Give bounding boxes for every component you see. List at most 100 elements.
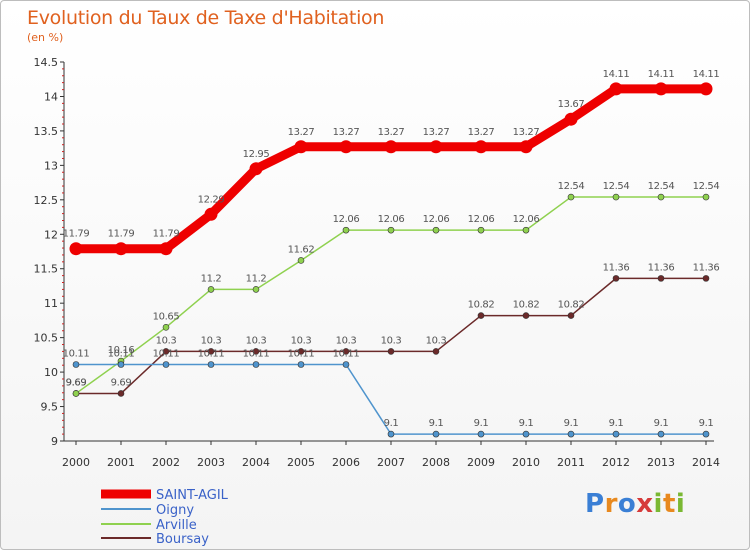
data-point: [342, 361, 350, 368]
data-label: 10.16: [108, 345, 135, 356]
data-point: [387, 226, 395, 234]
x-tick-label: 2004: [242, 456, 270, 469]
logo-letter: i: [653, 489, 663, 519]
data-point: [699, 82, 713, 96]
data-label: 11.79: [153, 229, 180, 240]
data-point: [294, 140, 308, 154]
data-point: [609, 82, 623, 96]
data-point: [159, 242, 173, 256]
data-label: 12.06: [423, 214, 450, 225]
data-point: [117, 361, 125, 368]
data-point: [612, 193, 620, 201]
data-point: [657, 275, 665, 282]
proxiti-logo: Proxiti: [585, 489, 685, 519]
data-label: 14.11: [603, 69, 630, 80]
data-point: [477, 226, 485, 234]
data-point: [207, 348, 215, 355]
data-point: [429, 140, 443, 154]
data-label: 10.3: [156, 335, 177, 346]
data-label: 10.11: [63, 349, 90, 360]
y-tick-label: 12: [44, 228, 58, 241]
data-label: 12.54: [693, 181, 720, 192]
data-point: [477, 312, 485, 319]
data-label: 10.11: [333, 349, 360, 360]
data-point: [522, 226, 530, 234]
y-tick-label: 12.5: [34, 194, 59, 207]
data-label: 10.11: [153, 349, 180, 360]
data-label: 10.82: [513, 300, 540, 311]
x-tick-label: 2010: [512, 456, 540, 469]
data-point: [342, 348, 350, 355]
data-label: 10.3: [246, 335, 267, 346]
data-point: [567, 312, 575, 319]
data-label: 12.06: [333, 214, 360, 225]
data-label: 9.1: [519, 418, 534, 429]
data-label: 9.1: [564, 418, 579, 429]
y-tick-label: 9: [51, 435, 58, 448]
x-tick-label: 2005: [287, 456, 315, 469]
chart-axes: 9 9.5 10 10.5 11 11.5 12 12.5 13 13.5 14 14.5 2000 20…: [34, 56, 721, 469]
data-point: [162, 348, 170, 355]
data-point: [612, 275, 620, 282]
data-point: [342, 226, 350, 234]
data-point: [162, 361, 170, 368]
x-tick-label: 2008: [422, 456, 450, 469]
data-label: 14.11: [648, 69, 675, 80]
legend-label: Arville: [156, 518, 197, 533]
data-label: 10.3: [291, 335, 312, 346]
logo-letter: t: [662, 489, 676, 519]
data-label: 12.06: [513, 214, 540, 225]
logo-letter: i: [675, 489, 686, 519]
data-label: 9.1: [609, 418, 624, 429]
data-point: [207, 361, 215, 368]
series-lines: [69, 82, 713, 438]
data-label: 10.11: [198, 349, 225, 360]
data-label: 14.11: [693, 69, 720, 80]
data-point: [207, 286, 215, 293]
data-point: [612, 430, 620, 438]
data-label: 11.2: [201, 273, 222, 284]
data-point: [252, 348, 260, 355]
logo-letter: x: [636, 489, 654, 519]
data-label: 10.82: [468, 300, 495, 311]
data-label: 12.54: [648, 181, 675, 192]
chart-subtitle: (en %): [27, 31, 64, 44]
y-tick-label: 11: [44, 297, 58, 310]
data-label: 9.1: [384, 418, 399, 429]
y-tick-label: 14: [44, 90, 58, 103]
data-point: [432, 348, 440, 355]
data-point: [72, 390, 80, 397]
data-label: 12.54: [603, 181, 630, 192]
x-tick-label: 2000: [62, 456, 90, 469]
x-tick-label: 2011: [557, 456, 585, 469]
data-point: [567, 430, 575, 438]
data-label: 11.2: [246, 273, 267, 284]
data-point: [72, 361, 80, 368]
data-point: [657, 193, 665, 201]
data-label: 11.36: [693, 262, 720, 273]
x-tick-label: 2002: [152, 456, 180, 469]
data-point: [702, 193, 710, 201]
data-label: 9.1: [654, 418, 669, 429]
data-label: 13.27: [468, 127, 495, 138]
data-label: 10.3: [336, 335, 357, 346]
data-label: 13.27: [378, 127, 405, 138]
data-point: [702, 275, 710, 282]
x-tick-label: 2007: [377, 456, 405, 469]
data-label: 13.27: [333, 127, 360, 138]
data-label: 9.69: [66, 377, 87, 388]
data-label: 13.27: [423, 127, 450, 138]
y-tick-label: 11.5: [34, 263, 59, 276]
data-point: [297, 348, 305, 355]
y-tick-label: 14.5: [34, 56, 59, 69]
data-label: 11.79: [108, 229, 135, 240]
data-point: [252, 361, 260, 368]
data-label: 11.79: [63, 229, 90, 240]
chart-title: Evolution du Taux de Taxe d'Habitation: [27, 7, 385, 29]
data-point: [654, 82, 668, 96]
data-label: 9.1: [429, 418, 444, 429]
data-label: 10.3: [426, 335, 447, 346]
y-tick-label: 10.5: [34, 332, 59, 345]
data-label: 11.36: [648, 262, 675, 273]
